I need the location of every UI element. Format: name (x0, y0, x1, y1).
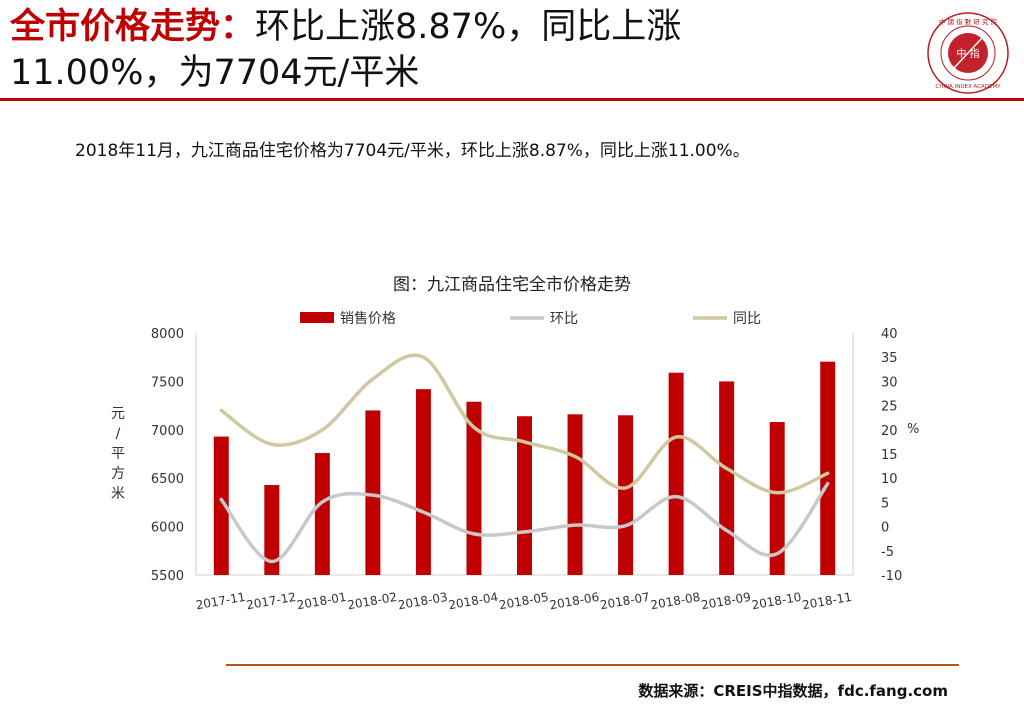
title-line2: 11.00%，为7704元/平米 (10, 53, 420, 93)
x-tick-label: 2018-03 (397, 590, 449, 612)
mom-line (219, 481, 830, 564)
price-bar (769, 422, 785, 575)
price-bar (668, 372, 684, 575)
china-index-academy-logo: 中 指 中 國 指 數 研 究 院 CHINA INDEX ACADEMY (927, 12, 1009, 94)
legend-yoy-label: 同比 (733, 311, 761, 327)
right-tick-label: 0 (881, 521, 889, 536)
summary-text: 2018年11月，九江商品住宅价格为7704元/平米，环比上涨8.87%，同比上… (75, 141, 750, 161)
price-trend-chart: 8000 7500 7000 6500 6000 5500 40 35 30 25 20 15 10 5 0… (111, 311, 919, 612)
price-bar (415, 389, 431, 575)
price-bar (365, 410, 381, 575)
right-tick-label: 15 (881, 448, 898, 463)
x-tick-label: 2018-02 (346, 590, 398, 612)
right-axis-label: % (907, 422, 919, 437)
x-tick-label: 2018-05 (498, 590, 550, 612)
left-tick-label: 6500 (151, 472, 184, 487)
logo-center-text: 中 指 (956, 47, 979, 60)
left-axis-label-char: / (116, 426, 121, 442)
legend-mom-label: 环比 (550, 311, 578, 327)
right-tick-label: 35 (881, 351, 898, 366)
legend-sales-price-label: 销售价格 (340, 311, 396, 327)
left-tick-label: 8000 (151, 327, 184, 342)
x-tick-label: 2018-04 (447, 590, 499, 612)
right-tick-label: 40 (881, 327, 898, 342)
title-highlight: 全市价格走势： (10, 7, 256, 47)
page-title: 全市价格走势：环比上涨8.87%，同比上涨 11.00%，为7704元/平米 (10, 4, 890, 96)
yoy-line (219, 353, 830, 495)
left-axis-label-char: 米 (111, 486, 125, 502)
right-tick-label: -10 (881, 569, 902, 584)
x-tick-label: 2017-11 (195, 590, 247, 612)
price-bar (820, 361, 836, 575)
title-line1-rest: 环比上涨8.87%，同比上涨 (255, 7, 682, 47)
left-tick-label: 7000 (151, 424, 184, 439)
left-tick-label: 5500 (151, 569, 184, 584)
right-tick-label: 30 (881, 375, 898, 390)
right-tick-label: 5 (881, 496, 889, 511)
x-tick-label: 2017-12 (245, 590, 297, 612)
x-tick-label: 2018-10 (751, 590, 803, 612)
title-divider (0, 98, 1024, 101)
x-tick-label: 2018-07 (599, 590, 651, 612)
left-axis-label-char: 元 (111, 406, 125, 422)
x-tick-label: 2018-08 (650, 590, 702, 612)
price-bar (618, 415, 634, 575)
right-tick-label: 25 (881, 400, 898, 415)
logo-bottom-text: CHINA INDEX ACADEMY (935, 84, 1001, 90)
right-tick-label: 10 (881, 472, 898, 487)
price-bar (264, 484, 280, 575)
price-bar (517, 416, 532, 575)
logo-top-text: 中 國 指 數 研 究 院 (939, 17, 997, 26)
x-tick-label: 2018-01 (296, 590, 348, 612)
data-source: 数据来源：CREIS中指数据，fdc.fang.com (638, 682, 948, 700)
x-tick-label: 2018-11 (801, 590, 853, 612)
left-axis-label-char: 平 (111, 446, 125, 462)
left-axis-label-char: 方 (111, 466, 125, 482)
legend-sales-price-swatch (300, 312, 334, 323)
x-tick-label: 2018-06 (548, 590, 600, 612)
x-tick-label: 2018-09 (700, 590, 752, 612)
left-tick-label: 7500 (151, 375, 184, 390)
price-bar (719, 381, 735, 575)
footer-divider (226, 664, 959, 666)
left-tick-label: 6000 (151, 521, 184, 536)
price-bar (213, 436, 229, 575)
price-bar (567, 414, 583, 575)
chart-title: 图：九江商品住宅全市价格走势 (393, 275, 631, 295)
right-tick-label: 20 (881, 424, 898, 439)
right-tick-label: -5 (881, 545, 894, 560)
price-bar (314, 453, 330, 575)
